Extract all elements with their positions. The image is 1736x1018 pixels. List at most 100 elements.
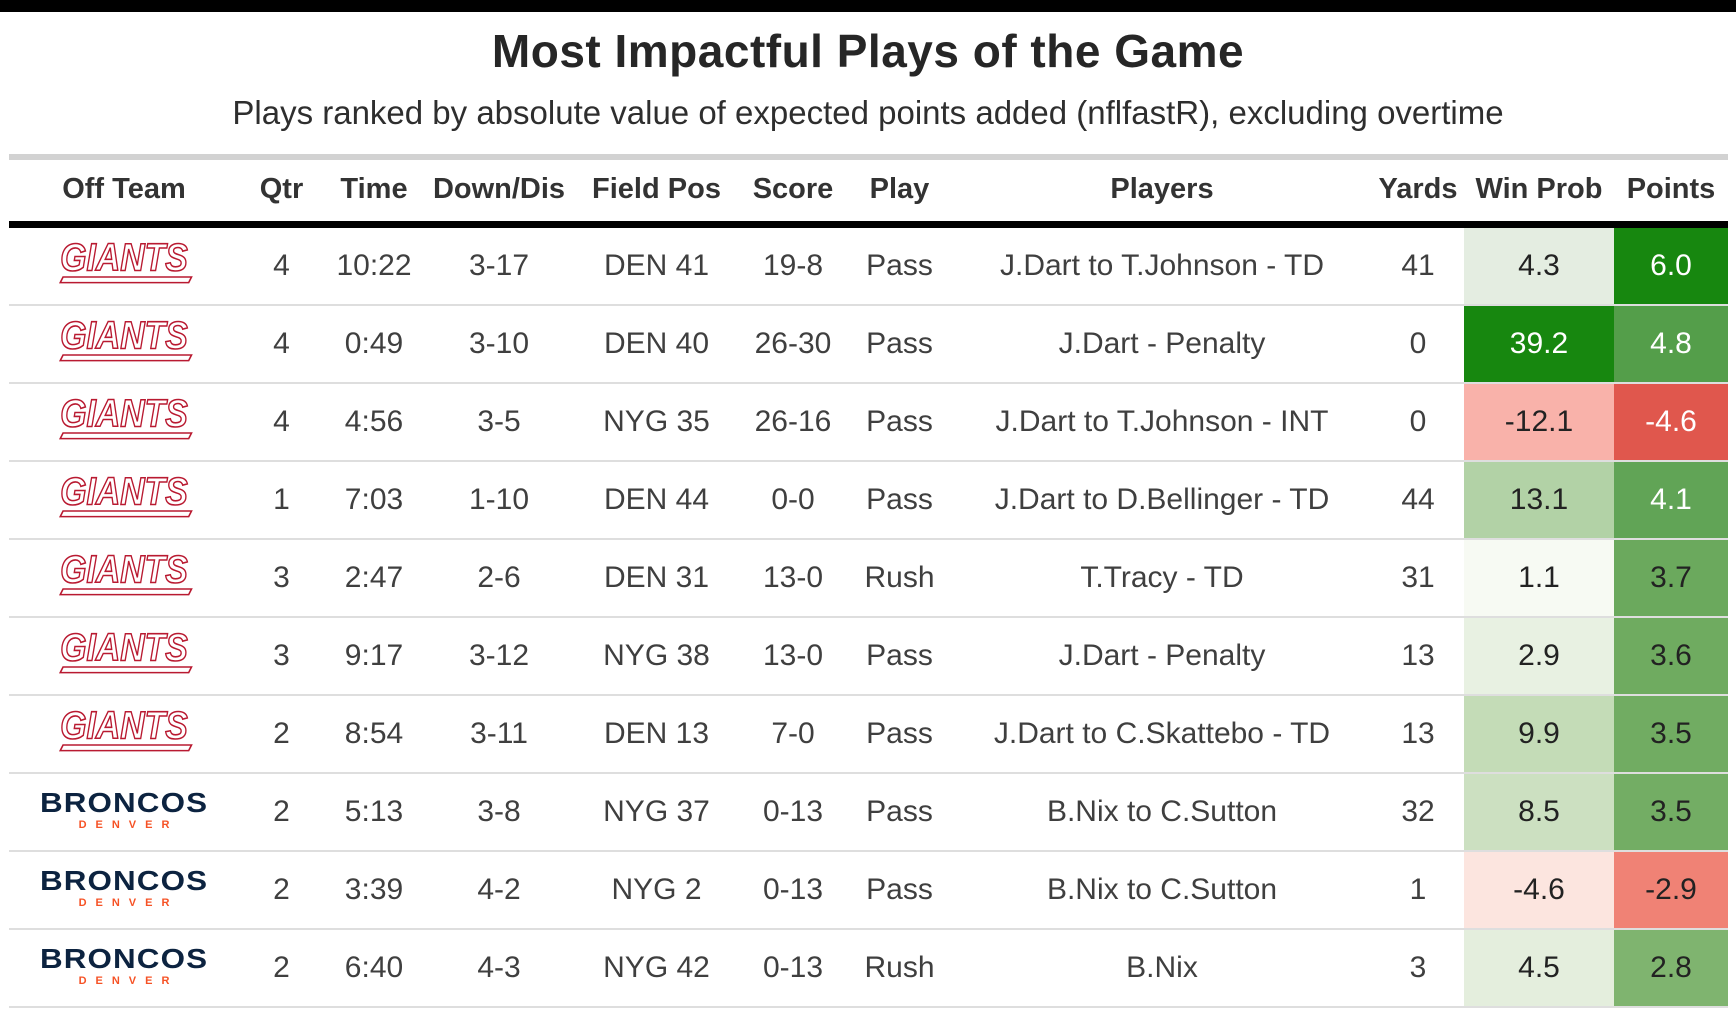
cell-time: 2:47: [344, 561, 404, 594]
giants-logo: GIANTS: [49, 549, 199, 599]
column-header-yards: Yards: [1372, 154, 1464, 228]
cell-field-pos: DEN 44: [603, 483, 710, 516]
giants-logo: GIANTS: [49, 705, 199, 755]
broncos-wordmark: BRONCOS: [39, 864, 209, 896]
cell-yards: 44: [1401, 483, 1435, 516]
broncos-denver-label: DENVER: [78, 974, 179, 987]
cell-field-pos: NYG 37: [603, 795, 710, 828]
giants-wordmark: GIANTS: [60, 705, 188, 747]
cell-score: 7-0: [771, 717, 815, 750]
broncos-denver-label: DENVER: [78, 896, 179, 909]
cell-qtr: 3: [273, 561, 290, 594]
cell-players: B.Nix to C.Sutton: [1046, 873, 1278, 906]
cell-score: 26-30: [754, 327, 832, 360]
broncos-logo: BRONCOS DENVER: [40, 788, 207, 831]
cell-qtr: 2: [273, 795, 290, 828]
cell-score: 0-13: [762, 873, 824, 906]
giants-wordmark: GIANTS: [60, 237, 188, 279]
cell-points: 3.6: [1614, 617, 1728, 695]
cell-win-prob: 4.5: [1464, 929, 1614, 1007]
cell-down-dis: 3-5: [477, 405, 521, 438]
cell-qtr: 2: [273, 873, 290, 906]
giants-wordmark: GIANTS: [60, 393, 188, 435]
cell-qtr: 2: [273, 951, 290, 984]
cell-yards: 13: [1401, 717, 1435, 750]
cell-players: J.Dart to T.Johnson - TD: [999, 249, 1325, 282]
cell-yards: 41: [1401, 249, 1435, 282]
cell-field-pos: NYG 2: [611, 873, 702, 906]
column-header-time: Time: [324, 154, 424, 228]
cell-down-dis: 3-10: [468, 327, 530, 360]
cell-win-prob: 4.3: [1464, 224, 1614, 305]
cell-play: Rush: [864, 561, 935, 594]
giants-logo: GIANTS: [49, 471, 199, 521]
cell-field-pos: DEN 13: [603, 717, 710, 750]
cell-players: T.Tracy - TD: [1080, 561, 1244, 594]
cell-down-dis: 4-2: [477, 873, 521, 906]
column-header-players: Players: [952, 154, 1372, 228]
header-row: Off Team Qtr Time Down/Dis Field Pos Sco…: [9, 154, 1728, 228]
cell-time: 4:56: [344, 405, 404, 438]
cell-down-dis: 4-3: [477, 951, 521, 984]
cell-time: 3:39: [344, 873, 404, 906]
cell-qtr: 1: [273, 483, 290, 516]
plays-table: Off Team Qtr Time Down/Dis Field Pos Sco…: [9, 154, 1728, 1008]
cell-down-dis: 3-12: [468, 639, 530, 672]
broncos-denver-label: DENVER: [78, 818, 179, 831]
giants-underline: [58, 510, 193, 518]
cell-points: 3.7: [1614, 539, 1728, 617]
column-header-down-dis: Down/Dis: [424, 154, 574, 228]
cell-win-prob: 39.2: [1464, 305, 1614, 383]
cell-yards: 3: [1409, 951, 1427, 984]
cell-points: 6.0: [1614, 224, 1728, 305]
cell-qtr: 2: [273, 717, 290, 750]
cell-time: 8:54: [344, 717, 404, 750]
cell-points: 4.1: [1614, 461, 1728, 539]
cell-play: Pass: [866, 873, 933, 906]
cell-qtr: 4: [273, 327, 290, 360]
cell-play: Pass: [866, 327, 933, 360]
cell-down-dis: 2-6: [477, 561, 521, 594]
cell-points: 2.8: [1614, 929, 1728, 1007]
cell-win-prob: 2.9: [1464, 617, 1614, 695]
column-header-play: Play: [847, 154, 952, 228]
cell-score: 19-8: [762, 249, 824, 282]
cell-down-dis: 3-17: [468, 249, 530, 282]
giants-underline: [58, 666, 193, 674]
giants-logo: GIANTS: [49, 315, 199, 365]
cell-qtr: 4: [273, 249, 290, 282]
cell-time: 5:13: [344, 795, 404, 828]
cell-win-prob: -12.1: [1464, 383, 1614, 461]
cell-down-dis: 3-8: [477, 795, 521, 828]
giants-underline: [58, 432, 193, 440]
cell-play: Rush: [864, 951, 935, 984]
cell-score: 0-13: [762, 795, 824, 828]
page-title: Most Impactful Plays of the Game: [491, 25, 1245, 77]
giants-logo: GIANTS: [49, 627, 199, 677]
cell-play: Pass: [866, 405, 933, 438]
broncos-logo: BRONCOS DENVER: [40, 866, 207, 909]
cell-win-prob: 13.1: [1464, 461, 1614, 539]
cell-players: J.Dart to T.Johnson - INT: [995, 405, 1329, 438]
cell-field-pos: DEN 31: [603, 561, 710, 594]
giants-underline: [58, 276, 193, 284]
broncos-wordmark: BRONCOS: [39, 786, 209, 818]
giants-logo: GIANTS: [49, 237, 199, 287]
cell-points: 3.5: [1614, 695, 1728, 773]
